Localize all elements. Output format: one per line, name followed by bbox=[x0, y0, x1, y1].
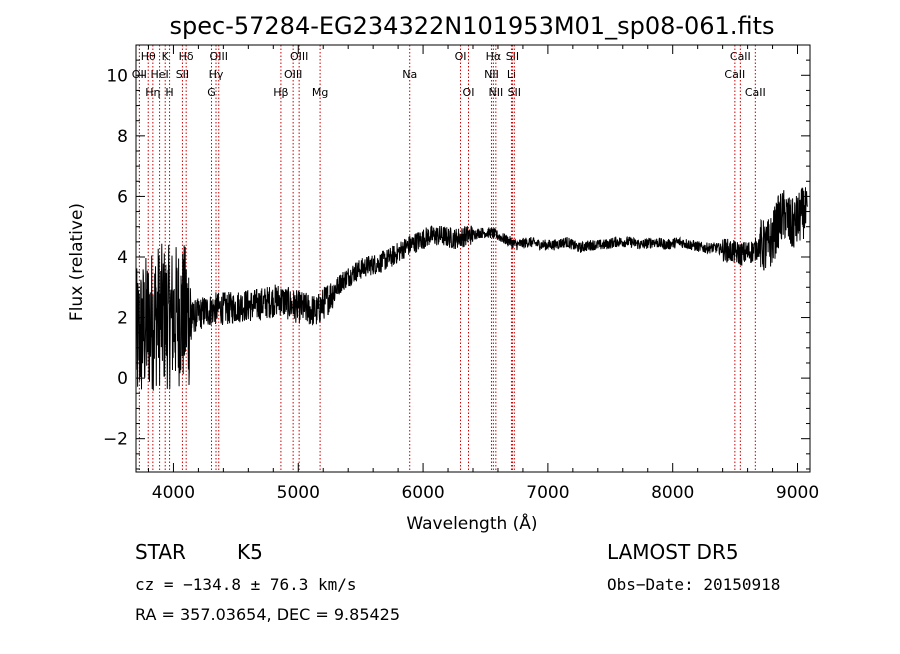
spectral-line-label-3: OIII bbox=[210, 50, 228, 63]
y-tick-label-0: 0 bbox=[117, 369, 128, 389]
spectral-line-label-6: H bbox=[165, 86, 173, 99]
y-tick-label-4: 4 bbox=[117, 248, 128, 268]
spectral-line-label-7: SII bbox=[176, 68, 189, 81]
x-tick-label-4000: 4000 bbox=[152, 483, 195, 503]
y-tick-label-2: 2 bbox=[117, 309, 128, 329]
x-tick-label-9000: 9000 bbox=[776, 483, 819, 503]
spectral-line-label-24: CaII bbox=[730, 50, 751, 63]
spectral-line-label-23: SII bbox=[508, 86, 521, 99]
spectral-line-label-14: Mg bbox=[312, 86, 328, 99]
observation-date: Obs−Date: 20150918 bbox=[607, 575, 780, 594]
spectral-line-label-19: NII bbox=[484, 68, 499, 81]
survey-name: LAMOST DR5 bbox=[607, 540, 739, 564]
x-axis-label: Wavelength (Å) bbox=[406, 512, 537, 534]
plot-frame bbox=[135, 44, 811, 473]
spectral-line-label-12: OIII bbox=[284, 68, 302, 81]
object-subclass: K5 bbox=[237, 540, 263, 564]
spectral-line-label-5: K bbox=[162, 50, 170, 63]
spectral-line-label-15: Na bbox=[402, 68, 417, 81]
redshift-readout: cz = −134.8 ± 76.3 km/s bbox=[135, 575, 357, 594]
spectral-line-label-2: HeI bbox=[150, 68, 168, 81]
x-tick-label-7000: 7000 bbox=[526, 483, 569, 503]
spectral-line-label-13: OIII bbox=[290, 50, 308, 63]
y-tick-label-10: 10 bbox=[106, 66, 128, 86]
spectral-line-label-1: OII bbox=[132, 68, 147, 81]
spectral-line-label-22: Li bbox=[507, 68, 516, 81]
y-tick-label--2: −2 bbox=[103, 430, 128, 450]
y-axis-label: Flux (relative) bbox=[67, 203, 87, 321]
spectral-line-label-18: Hα bbox=[486, 50, 502, 63]
spectral-line-label-25: CaII bbox=[724, 68, 745, 81]
spectrum-series-line bbox=[135, 187, 808, 391]
spectral-line-label-21: SII bbox=[506, 50, 519, 63]
spectral-line-label-17: OI bbox=[463, 86, 475, 99]
x-tick-label-6000: 6000 bbox=[401, 483, 444, 503]
spectral-line-label-20: NII bbox=[488, 86, 503, 99]
spectral-line-label-8: Hδ bbox=[179, 50, 194, 63]
chart-title: spec-57284-EG234322N101953M01_sp08-061.f… bbox=[170, 12, 775, 40]
spectral-line-label-26: CaII bbox=[745, 86, 766, 99]
y-tick-label-6: 6 bbox=[117, 187, 128, 207]
spectral-line-label-11: Hβ bbox=[273, 86, 288, 99]
x-tick-label-8000: 8000 bbox=[651, 483, 694, 503]
spectral-line-label-9: Hγ bbox=[209, 68, 224, 81]
spectral-line-label-0: Hθ bbox=[141, 50, 156, 63]
spectral-line-label-10: G bbox=[207, 86, 216, 99]
object-class: STAR bbox=[135, 540, 186, 564]
x-tick-label-5000: 5000 bbox=[277, 483, 320, 503]
spectral-line-label-4: Hη bbox=[145, 86, 160, 99]
spectral-line-label-16: OI bbox=[455, 50, 467, 63]
y-tick-label-8: 8 bbox=[117, 127, 128, 147]
coordinates-readout: RA = 357.03654, DEC = 9.85425 bbox=[135, 605, 400, 624]
